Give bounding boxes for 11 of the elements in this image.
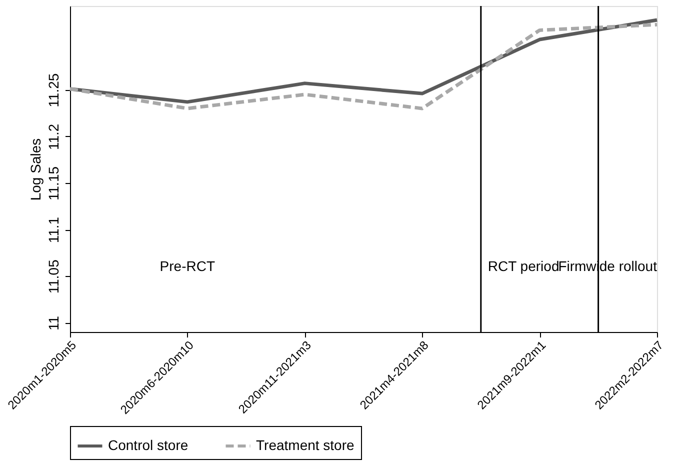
legend-label: Control store	[108, 437, 188, 453]
y-axis-title: Log Sales	[28, 138, 44, 201]
y-tick-label: 11.2	[46, 124, 62, 150]
y-tick-label: 11.25	[46, 73, 62, 108]
annotation: Pre-RCT	[160, 258, 216, 274]
y-tick-label: 11.15	[46, 166, 62, 200]
legend-label: Treatment store	[256, 437, 355, 453]
y-tick-label: 11	[46, 316, 62, 330]
y-tick-label: 11.05	[46, 259, 62, 294]
annotation: RCT period	[488, 258, 560, 274]
y-tick-label: 11.1	[46, 216, 62, 244]
